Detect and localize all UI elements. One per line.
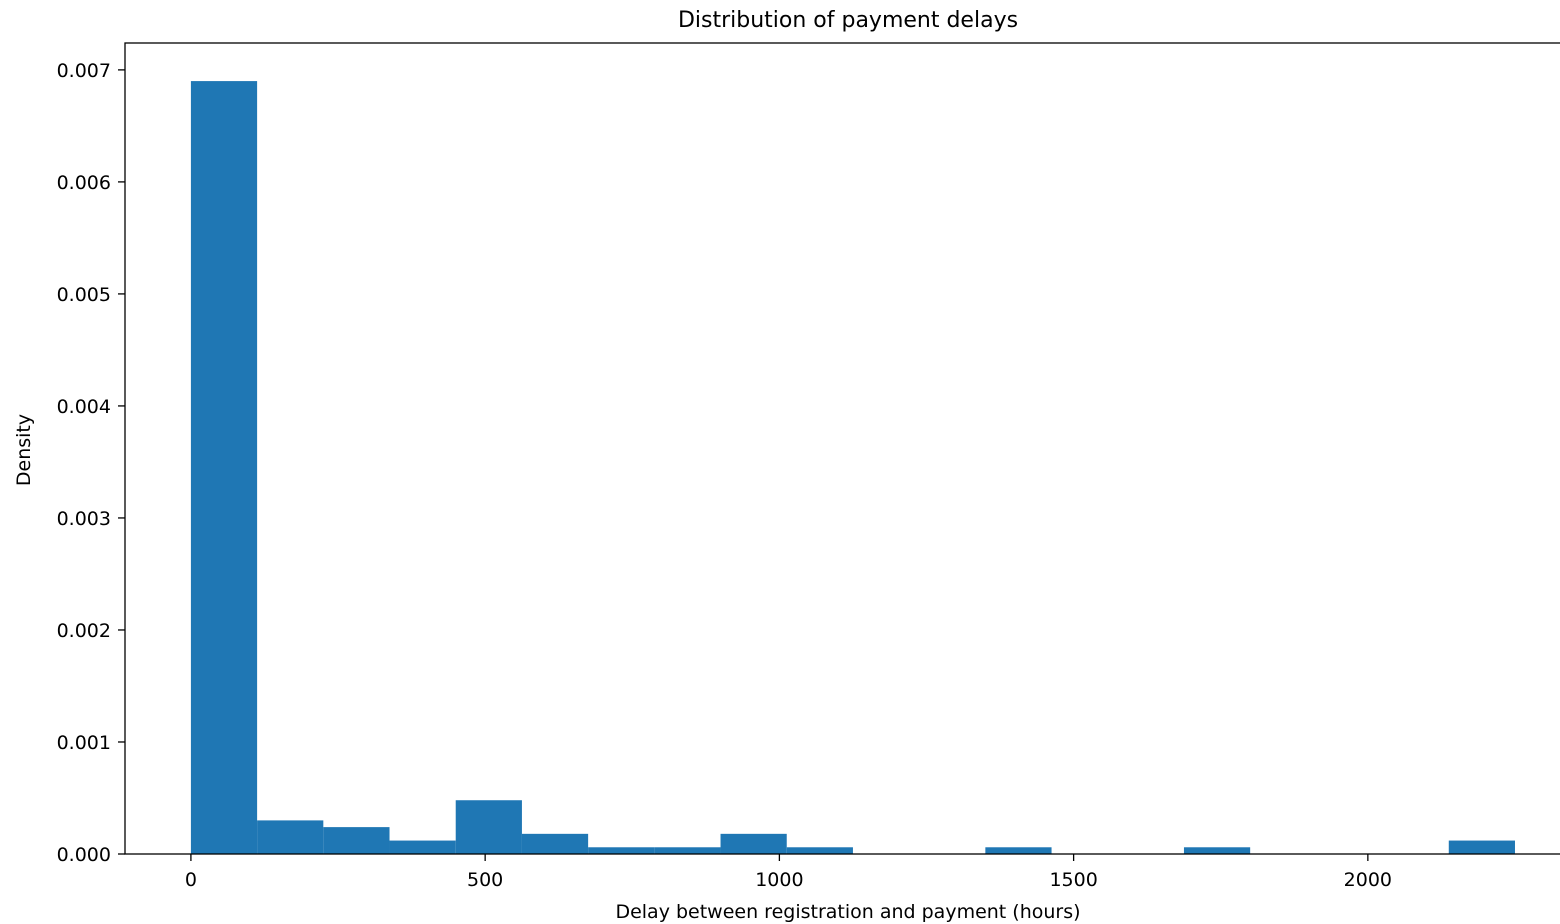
y-tick-label: 0.007 — [57, 60, 111, 82]
histogram-bar — [720, 833, 787, 854]
bars-group — [190, 81, 1515, 854]
y-tick-label: 0.005 — [57, 284, 111, 306]
y-tick-label: 0.000 — [57, 844, 111, 866]
x-axis-label: Delay between registration and payment (… — [615, 901, 1080, 923]
histogram-bar — [389, 840, 456, 854]
histogram-bar — [1448, 840, 1515, 854]
x-tick-label: 1500 — [1049, 869, 1097, 891]
histogram-bar — [654, 847, 721, 854]
y-tick-label: 0.002 — [57, 620, 111, 642]
histogram-bar — [985, 847, 1052, 854]
y-tick-label: 0.003 — [57, 508, 111, 530]
y-tick-label: 0.004 — [57, 396, 111, 418]
x-tick-label: 1000 — [755, 869, 803, 891]
x-tick-label: 500 — [467, 869, 503, 891]
y-axis-ticks: 0.000 0.001 0.002 0.003 0.004 0.005 0.006 0.007 — [57, 60, 125, 866]
histogram-bar — [257, 820, 324, 854]
y-tick-label: 0.001 — [57, 732, 111, 754]
x-tick-label: 2000 — [1344, 869, 1392, 891]
histogram-bar — [323, 827, 390, 854]
y-tick-label: 0.006 — [57, 172, 111, 194]
chart-title: Distribution of payment delays — [678, 8, 1018, 33]
x-tick-label: 0 — [185, 869, 197, 891]
histogram-bar — [588, 847, 655, 854]
y-axis-label: Density — [13, 414, 35, 486]
histogram-bar — [786, 847, 853, 854]
x-axis-ticks: 0 500 1000 1500 2000 — [185, 854, 1392, 891]
histogram-bar — [1183, 847, 1251, 854]
plot-frame — [124, 42, 1560, 855]
histogram-bar — [521, 833, 589, 854]
histogram-bar — [190, 81, 258, 854]
histogram-bar — [455, 800, 522, 854]
